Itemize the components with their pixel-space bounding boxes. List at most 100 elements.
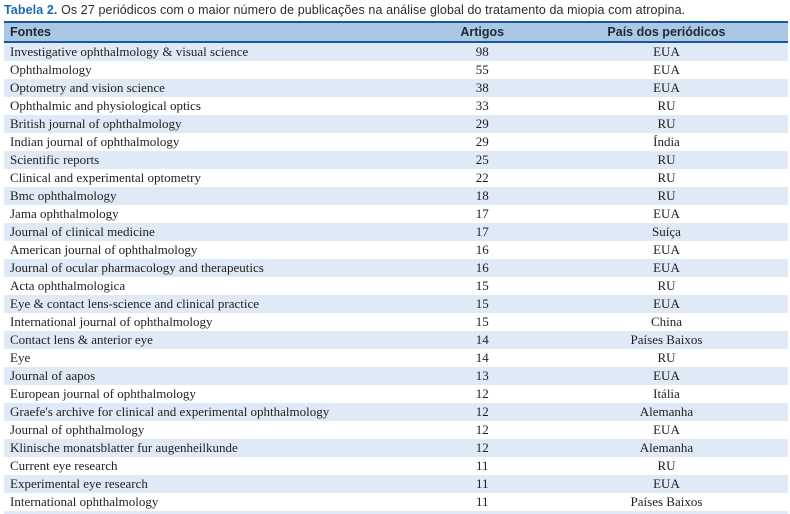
cell-pais: RU <box>657 116 676 131</box>
table-row: Scientific reports 25 RU <box>4 151 788 169</box>
cell-pais: EUA <box>653 44 680 59</box>
cell-fonte: American journal of ophthalmology <box>10 242 198 257</box>
table-row: Ophthalmology 55 EUA <box>4 61 788 79</box>
column-header-artigos: Artigos <box>419 21 545 43</box>
table-caption-text: Os 27 periódicos com o maior número de p… <box>61 3 686 17</box>
table-body: Investigative ophthalmology & visual sci… <box>4 42 788 514</box>
cell-fonte: Jama ophthalmology <box>10 206 119 221</box>
table-row: British journal of ophthalmology 29 RU <box>4 115 788 133</box>
cell-artigos: 55 <box>475 62 489 77</box>
cell-artigos: 14 <box>475 350 489 365</box>
cell-artigos: 38 <box>475 80 489 95</box>
cell-fonte: Ophthalmology and therapy <box>4 511 420 514</box>
table-row: Contact lens & anterior eye 14 Países Baix… <box>4 331 788 349</box>
cell-fonte: International journal of ophthalmology <box>10 314 213 329</box>
cell-artigos: 16 <box>475 260 489 275</box>
cell-artigos: 16 <box>475 242 489 257</box>
cell-pais: RU <box>657 170 676 185</box>
cell-pais: EUA <box>653 242 680 257</box>
table-row: Investigative ophthalmology & visual sci… <box>4 42 788 61</box>
column-header-fontes: Fontes <box>4 21 420 43</box>
cell-fonte: Contact lens & anterior eye <box>10 332 153 347</box>
cell-fonte: European journal of ophthalmology <box>10 386 196 401</box>
cell-pais: Alemanha <box>639 404 694 419</box>
cell-artigos: 29 <box>475 134 489 149</box>
table-row: Optometry and vision science 38 EUA <box>4 79 788 97</box>
cell-pais: RU <box>657 152 676 167</box>
cell-pais: Alemanha <box>639 440 694 455</box>
table-row: Journal of ocular pharmacology and thera… <box>4 259 788 277</box>
cell-fonte: Journal of aapos <box>10 368 96 383</box>
cell-pais: RU <box>657 350 676 365</box>
cell-pais: EUA <box>653 260 680 275</box>
cell-fonte: Current eye research <box>10 458 118 473</box>
cell-pais: Itália <box>653 386 680 401</box>
cell-artigos: 13 <box>475 368 489 383</box>
cell-pais: Países Baixos <box>630 494 703 509</box>
cell-artigos: 11 <box>475 476 489 491</box>
cell-fonte: Acta ophthalmologica <box>10 278 126 293</box>
cell-fonte: Klinische monatsblatter fur augenheilkun… <box>10 440 238 455</box>
cell-fonte: Scientific reports <box>10 152 100 167</box>
publications-table: Fontes Artigos País dos periódicos Inves… <box>4 21 788 514</box>
cell-pais: Índia <box>653 134 680 149</box>
cell-pais: RU <box>545 511 788 514</box>
cell-artigos: 29 <box>475 116 489 131</box>
table-row: International journal of ophthalmology 15… <box>4 313 788 331</box>
table-header: Fontes Artigos País dos periódicos <box>4 21 788 43</box>
table-row: Journal of ophthalmology 12 EUA <box>4 421 788 439</box>
table-row: Acta ophthalmologica 15 RU <box>4 277 788 295</box>
cell-pais: EUA <box>653 422 680 437</box>
cell-pais: EUA <box>653 368 680 383</box>
cell-fonte: International ophthalmology <box>10 494 159 509</box>
cell-fonte: Graefe's archive for clinical and experi… <box>10 404 330 419</box>
table-row: Journal of clinical medicine 17 Suíça <box>4 223 788 241</box>
cell-artigos: 22 <box>475 170 489 185</box>
cell-pais: RU <box>657 278 676 293</box>
cell-pais: EUA <box>653 296 680 311</box>
table-caption: Tabela 2. Os 27 periódicos com o maior n… <box>4 2 790 18</box>
cell-artigos: 11 <box>475 494 489 509</box>
cell-fonte: Bmc ophthalmology <box>10 188 117 203</box>
cell-fonte: Ophthalmic and physiological optics <box>10 98 201 113</box>
cell-pais: China <box>650 314 682 329</box>
cell-pais: EUA <box>653 80 680 95</box>
cell-pais: EUA <box>653 62 680 77</box>
column-header-pais: País dos periódicos <box>544 21 788 43</box>
cell-fonte: British journal of ophthalmology <box>10 116 182 131</box>
cell-fonte: Journal of clinical medicine <box>10 224 155 239</box>
table-row: Indian journal of ophthalmology 29 Índia <box>4 133 788 151</box>
cell-pais: RU <box>657 458 676 473</box>
cell-artigos: 12 <box>475 386 489 401</box>
cell-artigos: 98 <box>475 44 489 59</box>
cell-artigos: 15 <box>475 314 489 329</box>
cell-artigos: 25 <box>475 152 489 167</box>
cell-fonte: Clinical and experimental optometry <box>10 170 201 185</box>
cell-fonte: Experimental eye research <box>10 476 148 491</box>
cell-artigos: 15 <box>475 296 489 311</box>
cell-fonte: Investigative ophthalmology & visual sci… <box>10 44 249 59</box>
table-row: Bmc ophthalmology 18 RU <box>4 187 788 205</box>
cell-artigos: 12 <box>475 440 489 455</box>
table-row: Eye & contact lens-science and clinical … <box>4 295 788 313</box>
table-row: International ophthalmology 11 Países Baix… <box>4 493 788 511</box>
cell-artigos: 17 <box>475 206 489 221</box>
cell-fonte: Indian journal of ophthalmology <box>10 134 180 149</box>
cell-artigos: 33 <box>475 98 489 113</box>
cell-artigos: 11 <box>475 458 489 473</box>
cell-artigos: 12 <box>475 422 489 437</box>
table-row: American journal of ophthalmology 16 EUA <box>4 241 788 259</box>
table-row: European journal of ophthalmology 12 Itáli… <box>4 385 788 403</box>
cell-fonte: Ophthalmology <box>10 62 92 77</box>
cell-artigos: 12 <box>475 404 489 419</box>
cell-pais: Países Baixos <box>630 332 703 347</box>
table-row: Experimental eye research 11 EUA <box>4 475 788 493</box>
table-row: Graefe's archive for clinical and experi… <box>4 403 788 421</box>
cell-pais: EUA <box>653 206 680 221</box>
cell-fonte: Optometry and vision science <box>10 80 165 95</box>
table-row: Ophthalmology and therapy11RU <box>4 511 788 514</box>
table-row: Eye 14 RU <box>4 349 788 367</box>
cell-artigos: 14 <box>475 332 489 347</box>
table-row: Ophthalmic and physiological optics 33 RU <box>4 97 788 115</box>
